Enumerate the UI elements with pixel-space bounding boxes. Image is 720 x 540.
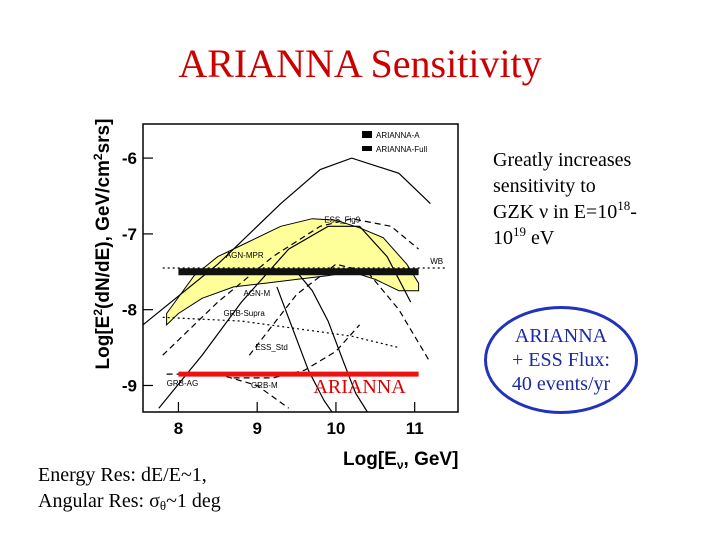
curve-ess-std-4 (248, 263, 431, 364)
curve-label-wb: WB (430, 257, 443, 266)
note-line-3: GZK ν in E=1018- (493, 198, 637, 223)
note-line-1: Greatly increases (493, 149, 632, 171)
y-tick-label-8: -8 (122, 301, 137, 320)
x-axis-label: Log[Eν, GeV] (343, 449, 459, 472)
slide-title: ARIANNA Sensitivity (178, 41, 542, 86)
angular-resolution: Angular Res: σθ~1 deg (38, 490, 221, 513)
curve-unlabeled-9 (276, 286, 333, 413)
x-tick-label-11: 11 (406, 419, 424, 438)
callout-line-3: 40 events/yr (511, 373, 611, 395)
legend-swatch-arianna-a (362, 131, 372, 138)
arianna-curve-label: ARIANNA (313, 376, 406, 398)
curve-label-ess-fig9: ESS_Fig9 (324, 215, 361, 224)
curve-unlabeled-8 (296, 271, 368, 413)
callout-line-2: + ESS Flux: (512, 349, 610, 371)
curve-grb-supra-5 (162, 316, 400, 349)
note-line-2: sensitivity to (493, 175, 596, 197)
sensitivity-note: Greatly increases sensitivity to GZK ν i… (493, 147, 708, 251)
note-line-4: 1019 eV (493, 224, 555, 249)
curve-label-grb-m: GRB-M (251, 381, 278, 390)
curve-label-grb-supra: GRB-Supra (223, 309, 265, 318)
y-tick-label-6: -6 (122, 149, 137, 168)
resolution-text: Energy Res: dE/E~1, Angular Res: σθ~1 de… (38, 462, 221, 514)
y-tick-label-9: -9 (122, 376, 137, 395)
x-tick-label-10: 10 (326, 419, 345, 438)
event-rate-callout: ARIANNA + ESS Flux: 40 events/yr (484, 306, 638, 414)
y-tick-label-7: -7 (122, 225, 137, 244)
x-tick-label-9: 9 (252, 419, 261, 438)
curve-label-agn-m: AGN-M (243, 289, 270, 298)
legend-label-arianna-full: ARIANNA-Full (376, 145, 427, 154)
y-axis-label: Log[E2(dN/dE), GeV/cm2srs] (91, 118, 114, 370)
curve-grb-m-6 (233, 324, 361, 379)
curve-label-ess-std: ESS_Std (255, 343, 287, 352)
curve-agn-m-1 (158, 225, 412, 409)
curve-ess-fig9-2 (162, 218, 419, 356)
curve-label-grb-ag: GRB-AG (167, 379, 199, 388)
x-tick-label-8: 8 (174, 419, 183, 438)
curve-agn-mpr-0 (142, 157, 431, 326)
curve-label-agn-mpr: AGN-MPR (226, 251, 264, 260)
energy-resolution: Energy Res: dE/E~1, (38, 464, 207, 486)
legend-swatch-arianna-full (362, 146, 372, 151)
legend-label-arianna-a: ARIANNA-A (376, 131, 420, 140)
callout-line-1: ARIANNA (514, 325, 608, 347)
